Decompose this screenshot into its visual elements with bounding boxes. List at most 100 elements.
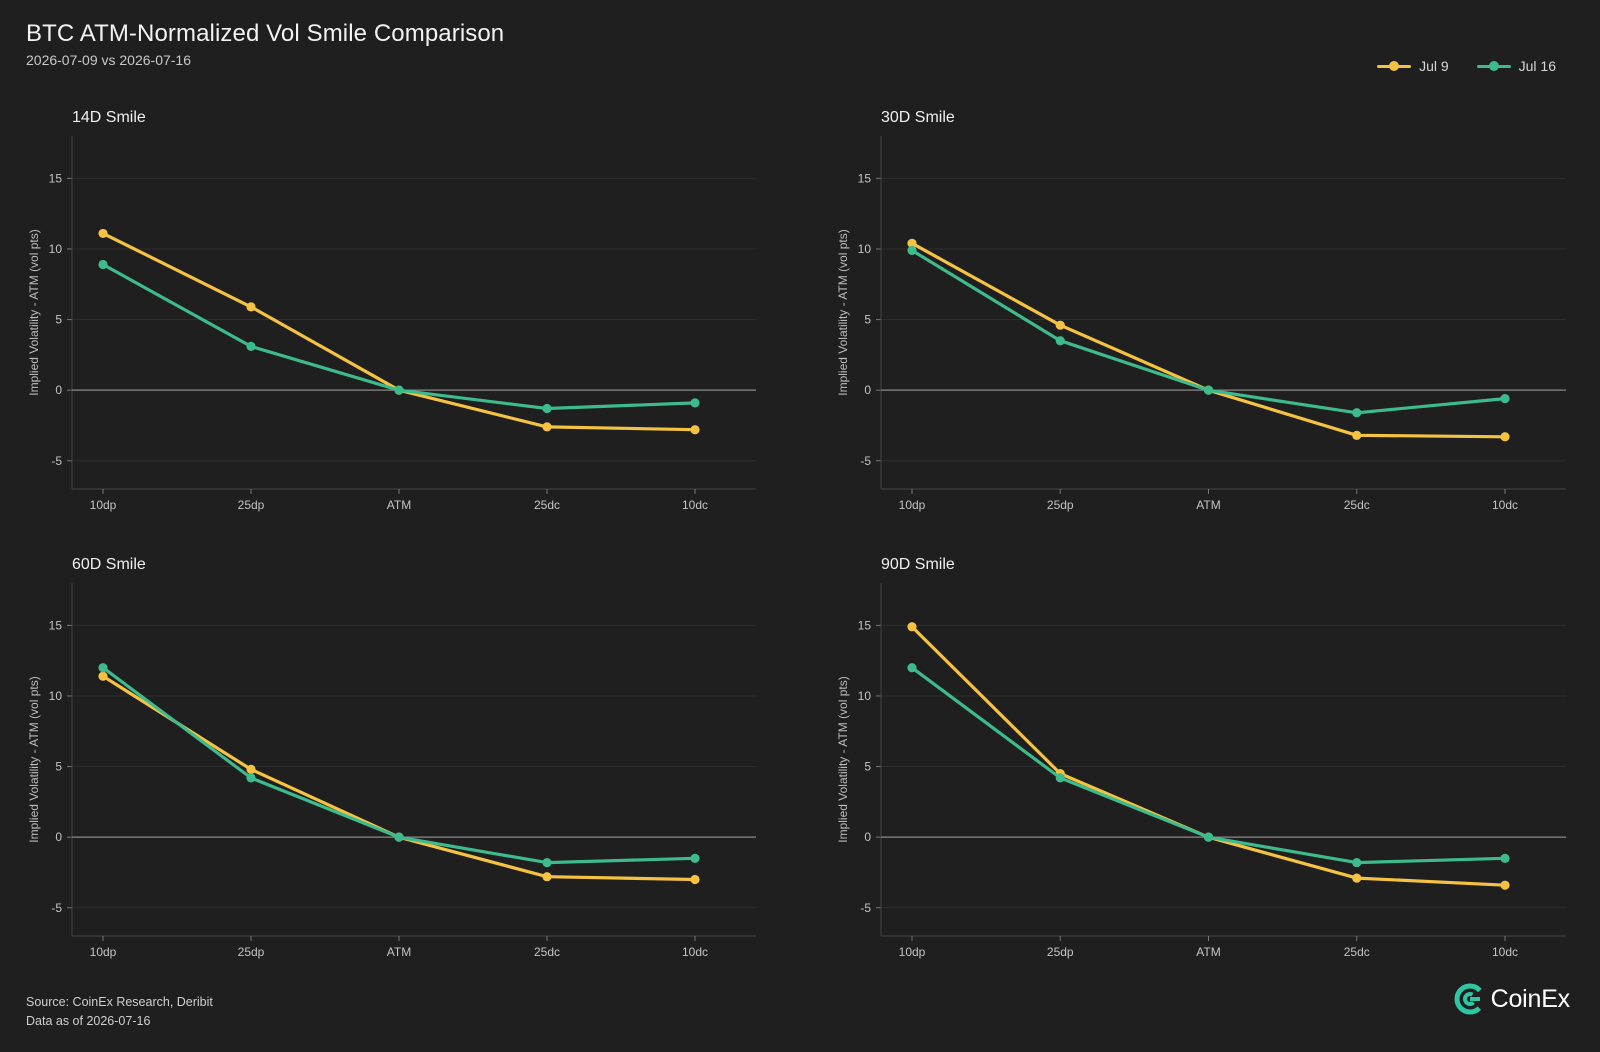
legend-swatch-jul16: [1476, 60, 1511, 72]
x-tick-label: ATM: [387, 945, 411, 959]
logo-text: CoinEx: [1490, 984, 1571, 1013]
data-point-jul16-25dc: [542, 403, 552, 414]
data-point-jul9-25dp: [246, 764, 256, 774]
data-point-jul16-10dc: [1500, 853, 1510, 863]
x-tick-label: 25dc: [534, 945, 560, 959]
y-tick-label: 0: [55, 383, 62, 397]
y-tick-label: 5: [864, 313, 871, 327]
y-tick-label: 10: [49, 689, 63, 703]
x-tick-label: ATM: [1196, 498, 1220, 512]
x-tick-label: 10dp: [90, 945, 117, 959]
y-tick-label: -5: [860, 901, 871, 915]
data-point-jul9-25dp: [1055, 320, 1065, 330]
data-point-jul9-25dp: [246, 302, 256, 312]
data-point-jul16-25dc: [1352, 408, 1362, 418]
footer-as-of: Data as of 2026-07-16: [26, 1014, 151, 1028]
y-tick-label: 15: [858, 171, 872, 185]
x-tick-label: 10dp: [90, 498, 117, 512]
y-tick-label: -5: [51, 454, 62, 468]
legend-item-jul16: Jul 16: [1476, 58, 1556, 74]
data-point-jul16-10dp: [907, 245, 917, 255]
legend-label-jul9: Jul 9: [1419, 58, 1449, 74]
y-tick-label: 15: [49, 171, 63, 185]
y-tick-label: 0: [864, 830, 871, 844]
data-point-jul16-10dp: [98, 663, 108, 673]
x-tick-label: 10dc: [682, 945, 708, 959]
y-axis-label: Implied Volatility - ATM (vol pts): [836, 229, 850, 396]
y-tick-label: -5: [51, 901, 62, 915]
y-tick-label: 5: [55, 760, 62, 774]
data-point-jul16-atm: [1203, 385, 1214, 395]
x-tick-label: 10dp: [899, 945, 926, 959]
x-tick-label: 10dc: [1492, 945, 1518, 959]
y-tick-label: 10: [49, 242, 63, 256]
panel-title: 14D Smile: [72, 109, 146, 126]
data-point-jul16-atm: [394, 385, 404, 395]
data-point-jul9-25dc: [542, 422, 552, 432]
data-point-jul9-10dp: [98, 671, 108, 681]
panel-title: 90D Smile: [881, 556, 955, 573]
data-point-jul16-25dp: [246, 341, 256, 351]
data-point-jul9-10dp: [907, 238, 917, 248]
smile-panel-4: 90D Smile -5 0 5 10 15 10dp 25dp ATM 25dc 10dc Impl…: [836, 556, 1566, 959]
panel-title: 30D Smile: [881, 109, 955, 126]
x-tick-label: 25dp: [1047, 498, 1074, 512]
x-tick-label: 25dc: [1344, 498, 1370, 512]
y-tick-label: 10: [858, 242, 872, 256]
x-tick-label: 25dc: [534, 498, 560, 512]
x-tick-label: 10dc: [1492, 498, 1518, 512]
data-point-jul9-10dc: [690, 425, 700, 435]
y-tick-label: 10: [858, 689, 872, 703]
series-line-jul9: [101, 231, 697, 432]
legend-label-jul16: Jul 16: [1518, 58, 1556, 74]
data-point-jul16-25dc: [542, 857, 552, 868]
data-point-jul16-atm: [394, 832, 404, 842]
x-tick-label: 25dc: [1344, 945, 1370, 959]
x-tick-label: 10dp: [899, 498, 926, 512]
data-point-jul16-10dp: [907, 663, 917, 673]
x-tick-label: 25dp: [238, 498, 265, 512]
x-tick-label: 10dc: [682, 498, 708, 512]
smile-panel-3: 60D Smile -5 0 5 10 15 10dp 25dp ATM 25dc 10dc Impl…: [27, 556, 756, 959]
data-point-jul16-atm: [1203, 832, 1214, 842]
data-point-jul9-25dc: [1352, 873, 1362, 883]
y-tick-label: 5: [864, 760, 871, 774]
data-point-jul9-25dc: [542, 872, 552, 882]
data-point-jul9-10dp: [907, 622, 917, 632]
data-point-jul16-10dp: [98, 259, 108, 270]
y-tick-label: 0: [55, 830, 62, 844]
data-point-jul9-25dc: [1352, 430, 1362, 440]
smile-panel-2: 30D Smile -5 0 5 10 15 10dp 25dp ATM 25dc 10dc Impl…: [836, 109, 1566, 512]
panel-title: 60D Smile: [72, 556, 146, 573]
x-tick-label: ATM: [387, 498, 411, 512]
x-tick-label: ATM: [1196, 945, 1220, 959]
footer: Source: CoinEx Research, Deribit Data as…: [26, 993, 213, 1031]
coinex-logo-icon: [1454, 983, 1486, 1015]
data-point-jul9-10dp: [98, 228, 108, 239]
smile-panel-1: 14D Smile -5 0 5 10 15 10dp 25dp ATM 25dc 10dc Impl…: [27, 109, 756, 512]
chart-title: BTC ATM-Normalized Vol Smile Comparison: [26, 20, 505, 47]
data-point-jul16-25dp: [246, 773, 256, 783]
data-point-jul9-10dc: [690, 874, 700, 885]
y-tick-label: 5: [55, 313, 62, 327]
y-axis-label: Implied Volatility - ATM (vol pts): [27, 676, 41, 843]
x-tick-label: 25dp: [238, 945, 265, 959]
y-axis-label: Implied Volatility - ATM (vol pts): [836, 676, 850, 843]
data-point-jul16-25dp: [1055, 336, 1065, 346]
legend-item-jul9: Jul 9: [1377, 58, 1449, 74]
data-point-jul16-25dc: [1352, 857, 1362, 868]
footer-source: Source: CoinEx Research, Deribit: [26, 995, 213, 1009]
data-point-jul9-10dc: [1500, 432, 1510, 442]
chart-subtitle: 2026-07-09 vs 2026-07-16: [26, 52, 192, 68]
y-tick-label: 0: [864, 383, 871, 397]
x-tick-label: 25dp: [1047, 945, 1074, 959]
data-point-jul16-10dc: [690, 398, 700, 408]
data-point-jul16-10dc: [1500, 394, 1510, 404]
data-point-jul16-10dc: [690, 853, 700, 863]
y-tick-label: -5: [860, 454, 871, 468]
legend: Jul 9 Jul 16: [1377, 58, 1556, 74]
data-point-jul9-10dc: [1500, 880, 1510, 890]
y-tick-label: 15: [858, 618, 872, 632]
series-line-jul9: [101, 674, 697, 882]
